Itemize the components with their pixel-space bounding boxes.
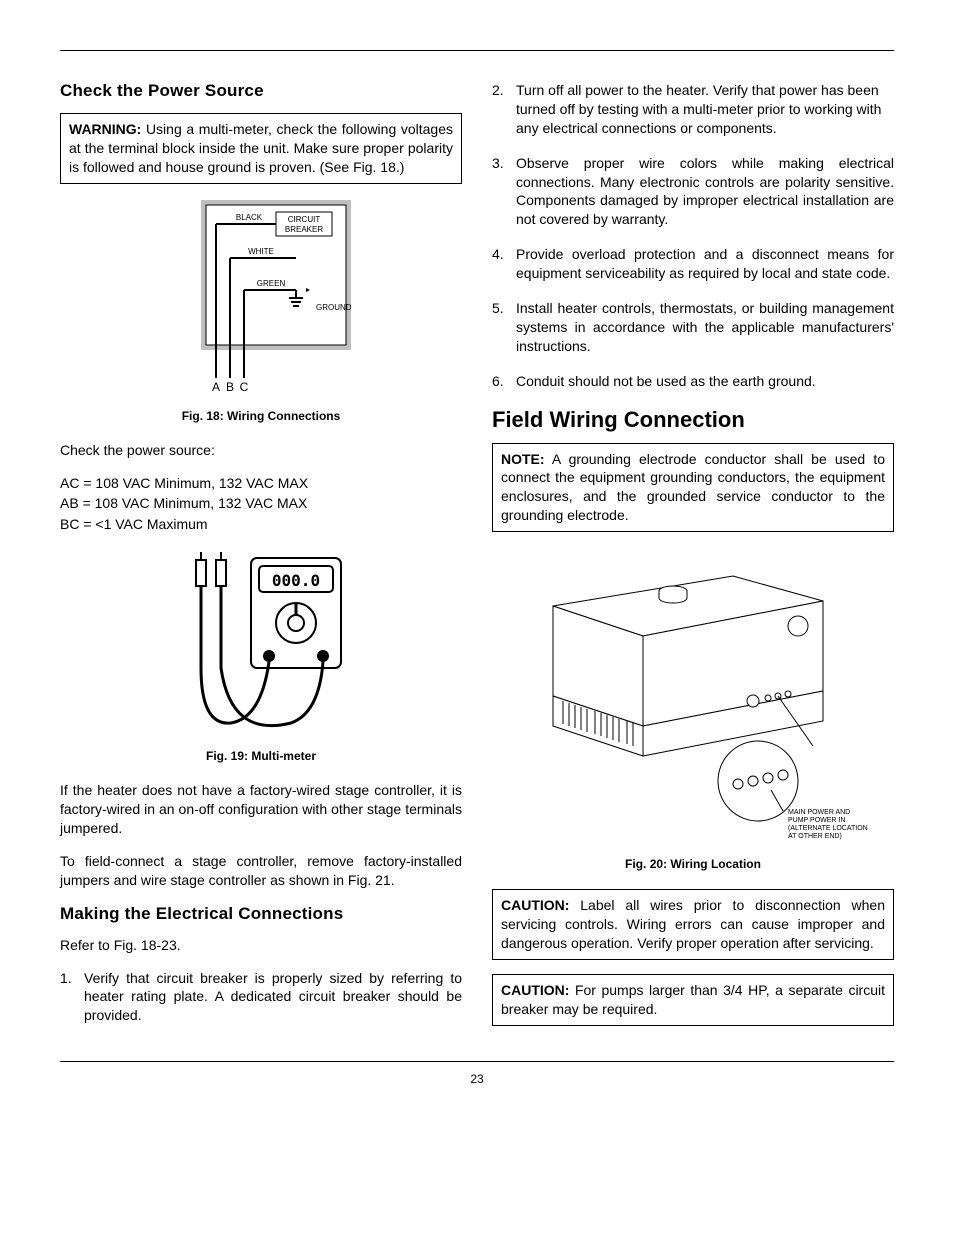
list-item: 3. Observe proper wire colors while maki… (492, 154, 894, 230)
list-item: 6. Conduit should not be used as the ear… (492, 372, 894, 391)
fig18-c: C (240, 380, 249, 394)
item-num: 4. (492, 245, 516, 283)
item-text: Conduit should not be used as the earth … (516, 372, 894, 391)
ab-line: AB = 108 VAC Minimum, 132 VAC MAX (60, 494, 462, 513)
fig20-label1: MAIN POWER AND (788, 809, 850, 816)
fig20-caption: Fig. 20: Wiring Location (492, 857, 894, 871)
item-num: 1. (60, 969, 84, 1026)
fig18-black: BLACK (236, 213, 263, 222)
fig19-caption: Fig. 19: Multi-meter (60, 749, 462, 763)
item-num: 5. (492, 299, 516, 356)
item-text: Observe proper wire colors while making … (516, 154, 894, 230)
fig18-breaker2: BREAKER (285, 225, 323, 234)
heading-electrical: Making the Electrical Connections (60, 904, 462, 924)
caution1-label: CAUTION: (501, 897, 569, 913)
para-stage1: If the heater does not have a factory-wi… (60, 781, 462, 838)
fig18-breaker1: CIRCUIT (288, 215, 321, 224)
warning-label: WARNING: (69, 121, 141, 137)
list-item: 4. Provide overload protection and a dis… (492, 245, 894, 283)
fig20-label3: (ALTERNATE LOCATION (788, 825, 868, 832)
right-column: 2. Turn off all power to the heater. Ver… (492, 81, 894, 1041)
list-left: 1. Verify that circuit breaker is proper… (60, 969, 462, 1026)
fig18-a: A (212, 380, 220, 394)
fig20-diagram: MAIN POWER AND PUMP POWER IN (ALTERNATE … (492, 546, 894, 851)
page-frame: Check the Power Source WARNING: Using a … (60, 50, 894, 1062)
fig18-ground: GROUND (316, 303, 352, 312)
fig18-caption: Fig. 18: Wiring Connections (60, 409, 462, 423)
note-label: NOTE: (501, 451, 545, 467)
fig18-green: GREEN (257, 279, 286, 288)
caution-box-1: CAUTION: Label all wires prior to discon… (492, 889, 894, 960)
item-num: 2. (492, 81, 516, 138)
para-stage2: To field-connect a stage controller, rem… (60, 852, 462, 890)
list-item: 2. Turn off all power to the heater. Ver… (492, 81, 894, 138)
fig20-label4: AT OTHER END) (788, 833, 842, 840)
fig18-white: WHITE (248, 247, 274, 256)
item-text: Verify that circuit breaker is properly … (84, 969, 462, 1026)
fig19-diagram: 000.0 (60, 548, 462, 743)
fig19-display: 000.0 (272, 571, 320, 590)
heading-field-wiring: Field Wiring Connection (492, 407, 894, 433)
item-text: Turn off all power to the heater. Verify… (516, 81, 894, 138)
caution2-label: CAUTION: (501, 982, 569, 998)
warning-box: WARNING: Using a multi-meter, check the … (60, 113, 462, 184)
note-box: NOTE: A grounding electrode conductor sh… (492, 443, 894, 533)
left-column: Check the Power Source WARNING: Using a … (60, 81, 462, 1041)
refer-text: Refer to Fig. 18-23. (60, 936, 462, 955)
list-item: 1. Verify that circuit breaker is proper… (60, 969, 462, 1026)
check-source-text: Check the power source: (60, 441, 462, 460)
ac-line: AC = 108 VAC Minimum, 132 VAC MAX (60, 474, 462, 493)
fig20-label2: PUMP POWER IN (788, 817, 845, 824)
page-number: 23 (60, 1072, 894, 1086)
caution-box-2: CAUTION: For pumps larger than 3/4 HP, a… (492, 974, 894, 1026)
fig18-b: B (226, 380, 234, 394)
item-text: Provide overload protection and a discon… (516, 245, 894, 283)
list-right: 2. Turn off all power to the heater. Ver… (492, 81, 894, 391)
heading-check-power: Check the Power Source (60, 81, 462, 101)
fig18-diagram: CIRCUIT BREAKER BLACK WHITE GREEN GROUND… (60, 198, 462, 403)
two-column-layout: Check the Power Source WARNING: Using a … (60, 81, 894, 1041)
list-item: 5. Install heater controls, thermostats,… (492, 299, 894, 356)
item-text: Install heater controls, thermostats, or… (516, 299, 894, 356)
note-text: A grounding electrode conductor shall be… (501, 451, 885, 524)
item-num: 3. (492, 154, 516, 230)
bc-line: BC = <1 VAC Maximum (60, 515, 462, 534)
item-num: 6. (492, 372, 516, 391)
